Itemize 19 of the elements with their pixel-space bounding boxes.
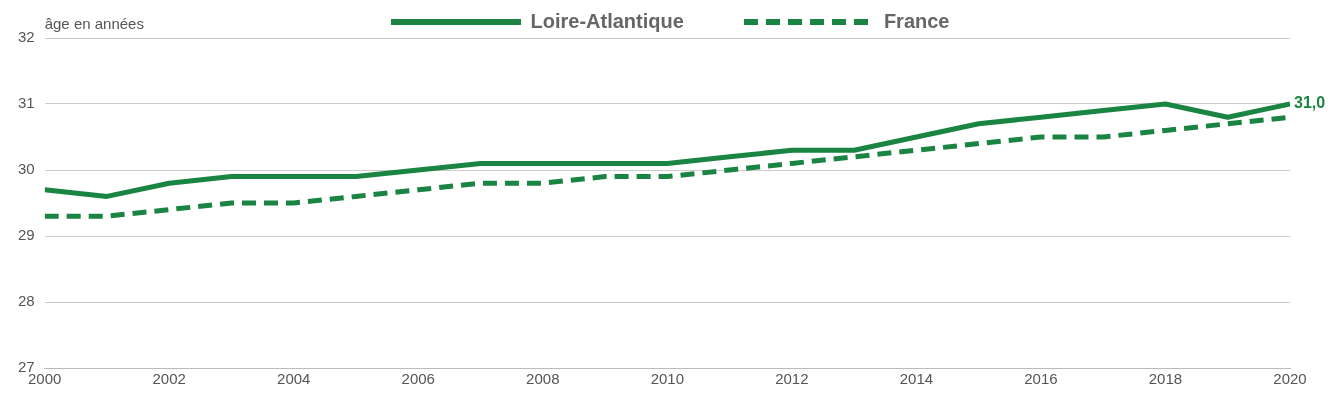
x-tick-label: 2020: [1273, 370, 1307, 388]
x-tick-label: 2006: [401, 370, 435, 388]
y-axis-title: âge en années: [44, 14, 144, 32]
x-tick-label: 2002: [152, 370, 186, 388]
x-tick-label: 2014: [899, 370, 934, 388]
x-tick-label: 2016: [1024, 370, 1058, 388]
legend-label: Loire-Atlantique: [530, 10, 684, 33]
x-tick-label: 2012: [775, 370, 809, 388]
x-tick-label: 2008: [526, 370, 560, 388]
y-tick-label: 30: [18, 160, 35, 178]
y-tick-label: 29: [18, 226, 35, 244]
y-tick-label: 28: [18, 292, 35, 310]
x-tick-label: 2018: [1148, 370, 1183, 388]
y-tick-label: 32: [18, 28, 35, 46]
x-tick-label: 2010: [650, 370, 685, 388]
y-tick-label: 31: [18, 94, 35, 112]
x-tick-label: 2004: [277, 370, 311, 388]
legend-label: France: [883, 10, 950, 33]
annotation: 31,0: [1294, 94, 1326, 112]
